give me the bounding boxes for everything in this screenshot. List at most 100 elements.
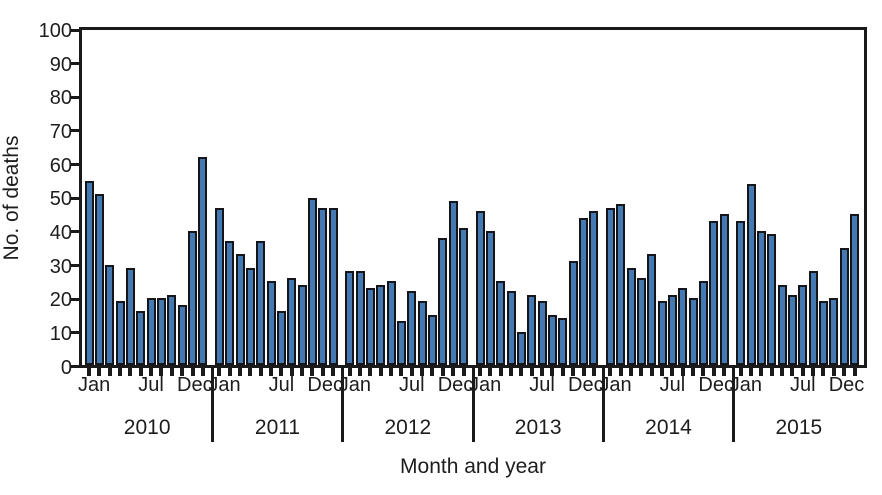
bar-2012-m1: [345, 271, 355, 365]
month-tick-2011-m12: [331, 368, 336, 376]
bar-2015-m11: [839, 247, 849, 365]
y-tick-20: [71, 297, 79, 301]
y-tick-60: [71, 163, 79, 167]
bar-2013-m4: [506, 291, 516, 365]
bar-2011-m10: [307, 197, 317, 365]
bar-2014-m2: [616, 204, 626, 365]
year-label-2011: 2011: [254, 416, 301, 439]
month-tick-2010-m2: [97, 368, 102, 376]
y-tick-label-80: 80: [49, 87, 72, 110]
bar-2013-m10: [568, 261, 578, 365]
y-tick-90: [71, 62, 79, 66]
bar-2015-m5: [777, 284, 787, 365]
month-tick-2013-m10: [571, 368, 576, 376]
month-tick-2010-m12: [200, 368, 205, 376]
bar-2012-m12: [459, 227, 469, 365]
y-tick-80: [71, 95, 79, 99]
bar-2015-m9: [818, 301, 828, 365]
bar-2013-m12: [589, 210, 599, 365]
bar-2012-m3: [365, 287, 375, 365]
bar-2010-m8: [156, 298, 166, 365]
year-separator-2010-2011: [210, 368, 214, 442]
month-label-2012-dec: Dec: [437, 374, 474, 396]
month-tick-2015-m1: [738, 368, 743, 376]
month-tick-2010-m1: [87, 368, 91, 376]
bar-2015-m2: [746, 184, 756, 365]
month-tick-2014-m3: [629, 368, 634, 376]
month-tick-2014-m6: [660, 368, 665, 376]
bar-2014-m8: [678, 287, 688, 365]
y-tick-label-100: 100: [38, 20, 72, 42]
month-label-2013-jan: Jan: [469, 374, 502, 396]
bar-2015-m4: [767, 234, 777, 365]
year-separator-2011-2012: [341, 368, 345, 442]
year-label-2013: 2013: [514, 416, 562, 439]
month-tick-2010-m5: [128, 368, 133, 376]
month-tick-2011-m11: [320, 368, 325, 376]
month-tick-2011-m8: [289, 368, 294, 376]
bar-2015-m6: [787, 294, 797, 365]
y-tick-70: [71, 129, 79, 133]
year-label-2010: 2010: [123, 416, 171, 439]
bar-2013-m3: [496, 281, 506, 365]
y-tick-label-30: 30: [49, 255, 72, 278]
month-label-2015-jan: Jan: [729, 374, 762, 396]
y-tick-label-0: 0: [60, 356, 72, 379]
month-tick-2012-m4: [378, 368, 383, 376]
month-label-2010-jan: Jan: [78, 374, 111, 396]
month-tick-2013-m1: [478, 368, 482, 376]
bar-2011-m7: [276, 311, 286, 365]
month-tick-2011-m3: [238, 368, 243, 376]
bar-2010-m12: [198, 157, 208, 365]
month-tick-2010-m8: [159, 368, 164, 376]
month-tick-2015-m7: [800, 368, 805, 376]
month-tick-2015-m8: [811, 368, 816, 376]
month-tick-2011-m7: [279, 368, 284, 376]
year-label-2014: 2014: [645, 416, 692, 439]
y-tick-40: [71, 230, 79, 234]
bar-2013-m5: [516, 331, 526, 365]
y-tick-label-20: 20: [49, 289, 72, 312]
y-tick-label-60: 60: [49, 154, 72, 177]
bar-2013-m8: [547, 314, 557, 365]
bar-2011-m11: [318, 207, 328, 365]
month-tick-2010-m7: [149, 368, 154, 376]
month-tick-2010-m10: [180, 368, 185, 376]
month-label-2011-jan: Jan: [208, 374, 241, 396]
month-label-2013-dec: Dec: [568, 374, 604, 396]
month-tick-2014-m12: [722, 368, 727, 376]
month-tick-2014-m9: [691, 368, 696, 376]
bar-2013-m11: [579, 217, 588, 365]
bar-2012-m5: [386, 281, 396, 365]
month-tick-2015-m12: [852, 368, 857, 376]
month-tick-2012-m1: [347, 368, 352, 376]
month-tick-2015-m6: [790, 368, 795, 376]
month-tick-2011-m2: [227, 368, 232, 376]
month-tick-2013-m8: [550, 368, 555, 376]
month-tick-2012-m2: [358, 368, 363, 376]
month-tick-2015-m4: [769, 368, 774, 376]
month-label-2013-jul: Jul: [529, 374, 555, 396]
month-tick-2011-m10: [310, 368, 315, 376]
bar-2011-m2: [225, 241, 235, 365]
bar-2011-m12: [328, 207, 338, 365]
month-tick-2015-m3: [759, 368, 764, 376]
y-tick-10: [71, 331, 79, 335]
month-tick-2010-m6: [138, 368, 143, 376]
bar-2012-m10: [438, 237, 448, 365]
month-tick-2013-m12: [591, 368, 596, 376]
bar-2010-m6: [136, 311, 146, 365]
bar-2015-m8: [808, 271, 818, 365]
bar-2011-m5: [256, 241, 266, 365]
month-tick-2013-m2: [488, 368, 493, 376]
bar-2015-m1: [736, 220, 746, 365]
bar-2015-m3: [756, 231, 766, 365]
month-tick-2015-m10: [831, 368, 836, 376]
y-tick-100: [71, 28, 79, 32]
month-tick-2013-m3: [498, 368, 503, 376]
month-label-2012-jul: Jul: [398, 374, 425, 396]
month-tick-2014-m4: [639, 368, 644, 376]
bar-2012-m8: [417, 301, 427, 365]
year-label-2012: 2012: [384, 416, 432, 439]
month-tick-2015-m11: [842, 368, 847, 376]
